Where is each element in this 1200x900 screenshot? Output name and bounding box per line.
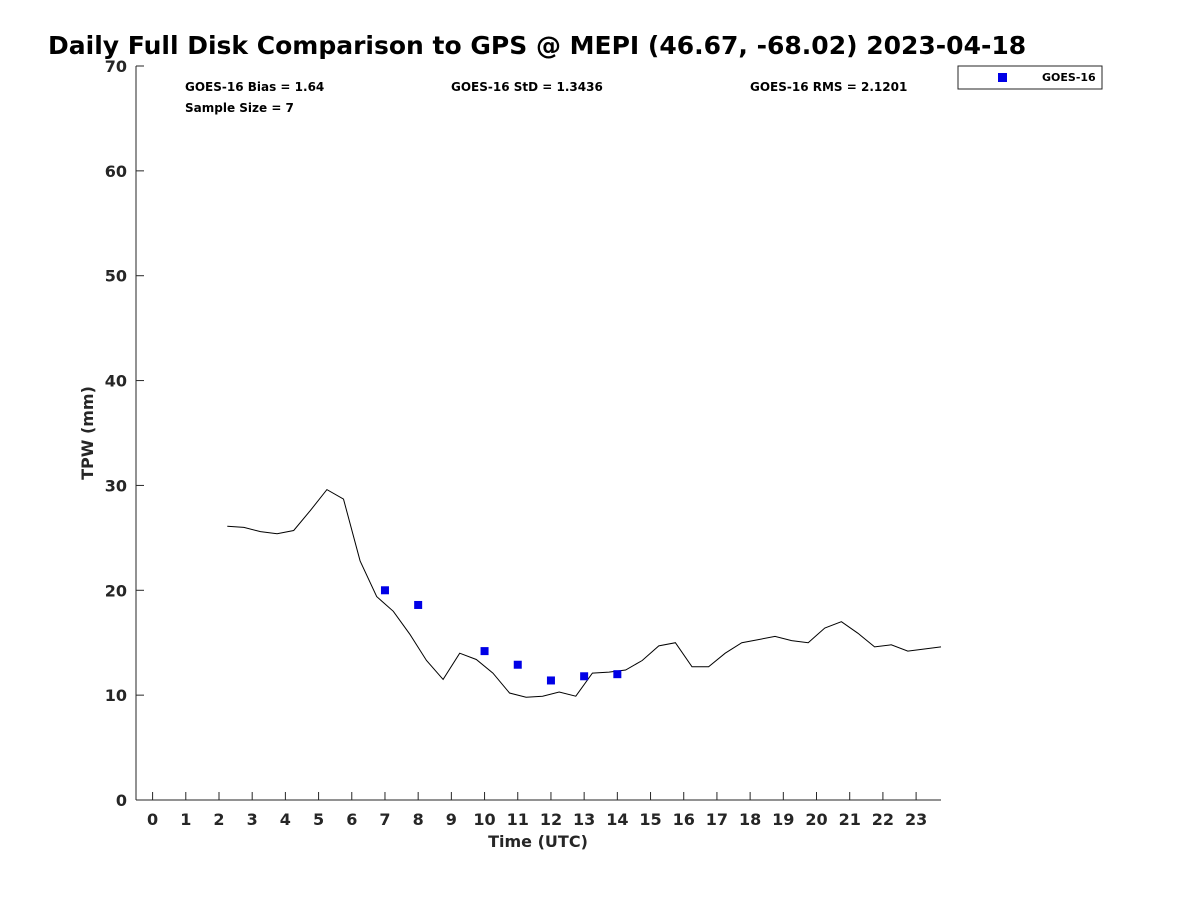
x-tick-label: 10 [473,810,495,829]
x-tick-label: 1 [180,810,191,829]
goes-16-point [546,676,555,685]
gps-series-line [227,488,942,698]
y-tick-label: 30 [105,476,127,495]
rms-stat: GOES-16 RMS = 2.1201 [750,80,907,94]
y-tick-label: 60 [105,162,127,181]
x-tick-label: 11 [507,810,529,829]
y-tick-label: 10 [105,686,127,705]
x-tick-label: 13 [573,810,595,829]
x-tick-label: 20 [805,810,827,829]
x-tick-label: 22 [872,810,894,829]
x-tick-label: 21 [839,810,861,829]
legend-box [957,65,1103,90]
x-tick-label: 7 [379,810,390,829]
x-tick-label: 3 [247,810,258,829]
y-tick-label: 20 [105,581,127,600]
goes-16-point [414,600,423,609]
x-tick-label: 15 [639,810,661,829]
goes-16-point [513,660,522,669]
std-stat: GOES-16 StD = 1.3436 [451,80,603,94]
chart-title: Daily Full Disk Comparison to GPS @ MEPI… [48,31,1026,60]
sample-size-stat: Sample Size = 7 [185,101,294,115]
x-tick-label: 0 [147,810,158,829]
y-tick-label: 0 [116,791,127,810]
x-tick-label: 19 [772,810,794,829]
x-axis-label: Time (UTC) [488,832,588,851]
x-tick-label: 9 [446,810,457,829]
x-tick-label: 6 [346,810,357,829]
goes-16-point [613,670,622,679]
goes-16-point [480,647,489,656]
series-layer [227,488,942,698]
y-tick-label: 50 [105,267,127,286]
y-tick-label: 70 [105,57,127,76]
x-tick-label: 8 [413,810,424,829]
legend: GOES-16 [957,65,1103,90]
bias-stat: GOES-16 Bias = 1.64 [185,80,324,94]
x-tick-label: 5 [313,810,324,829]
y-tick-label: 40 [105,372,127,391]
goes-16-point [380,586,389,595]
x-tick-label: 17 [706,810,728,829]
x-tick-label: 2 [213,810,224,829]
x-tick-label: 18 [739,810,761,829]
x-tick-label: 16 [673,810,695,829]
y-axis-label: TPW (mm) [78,386,97,480]
goes-16-point [580,672,589,681]
x-tick-label: 23 [905,810,927,829]
x-tick-label: 14 [606,810,628,829]
x-tick-label: 4 [280,810,291,829]
legend-marker [998,73,1007,82]
x-tick-label: 12 [540,810,562,829]
legend-label: GOES-16 [1042,71,1096,84]
